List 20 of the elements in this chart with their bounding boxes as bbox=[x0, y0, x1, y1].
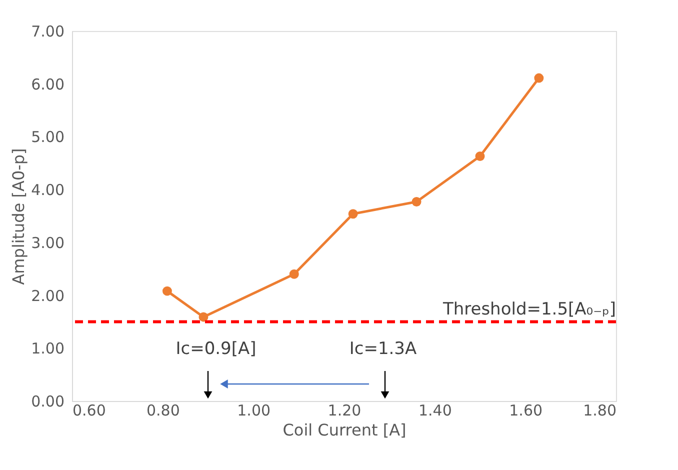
annotation: Ic=0.9[A] bbox=[176, 339, 256, 359]
y-tick-label: 3.00 bbox=[31, 234, 64, 252]
annotation: Ic=1.3A bbox=[349, 339, 417, 359]
x-tick-label: 1.20 bbox=[328, 402, 362, 420]
y-tick-label: 0.00 bbox=[31, 392, 64, 410]
x-tick-label: 0.60 bbox=[72, 402, 106, 420]
x-axis-title: Coil Current [A] bbox=[282, 420, 406, 440]
y-tick-label: 1.00 bbox=[31, 340, 64, 358]
ref-line-label: Threshold=1.5[A₀₋ₚ] bbox=[442, 300, 616, 320]
x-tick-label: 1.40 bbox=[418, 402, 452, 420]
x-tick-label: 0.80 bbox=[146, 402, 180, 420]
x-tick-label: 1.80 bbox=[583, 402, 616, 420]
y-tick-label: 6.00 bbox=[31, 75, 64, 94]
y-axis-title: Amplitude [A0-p] bbox=[9, 148, 28, 285]
y-tick-label: 5.00 bbox=[31, 128, 64, 146]
y-tick-label: 4.00 bbox=[31, 181, 64, 200]
x-tick-label: 1.60 bbox=[509, 402, 543, 420]
y-tick-label: 7.00 bbox=[31, 22, 64, 40]
y-tick-label: 2.00 bbox=[31, 286, 64, 305]
x-tick-label: 1.00 bbox=[237, 402, 271, 420]
